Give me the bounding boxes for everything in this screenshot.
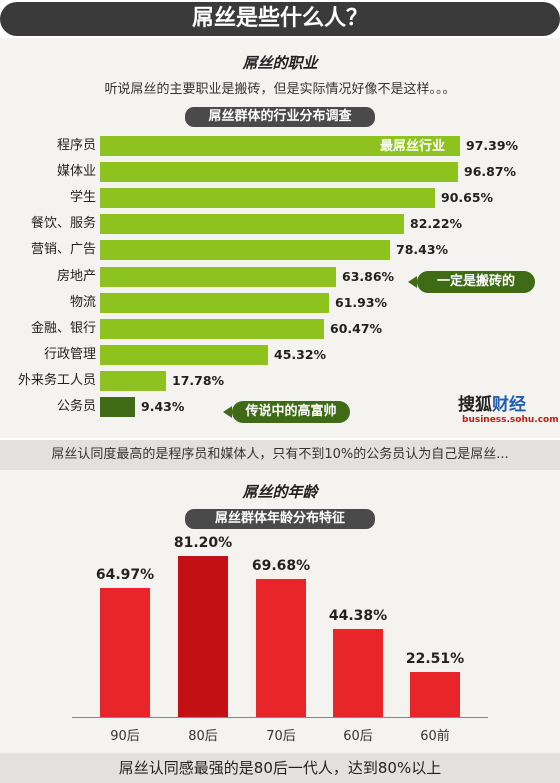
value-label: 44.38%: [328, 608, 388, 624]
occupation-bar: [100, 319, 324, 339]
value-label: 17.78%: [172, 373, 225, 388]
chart-title-age: 屌丝群体年龄分布特征: [185, 509, 375, 529]
occupation-bar: [100, 188, 435, 208]
value-label: 97.39%: [466, 138, 519, 153]
annotation-arrow-realestate: [408, 276, 417, 288]
occupation-bar: [100, 136, 460, 156]
value-label: 63.86%: [342, 269, 395, 284]
tick-label: 70后: [266, 729, 296, 744]
tick-label: 90后: [110, 729, 140, 744]
brand-url: business.sohu.com: [462, 415, 559, 425]
annotation-arrow-civil: [223, 406, 232, 418]
tick-label: 60后: [343, 729, 373, 744]
value-label: 82.22%: [410, 216, 463, 231]
value-label: 9.43%: [141, 399, 185, 414]
occupation-bar: [100, 214, 404, 234]
value-label: 78.43%: [396, 242, 449, 257]
annotation-realestate: 一定是搬砖的: [417, 271, 535, 293]
tick-label: 80后: [188, 729, 218, 744]
category-label: 程序员: [56, 138, 96, 153]
annotation-top-industry: 最屌丝行业: [380, 139, 446, 154]
category-label: 公务员: [56, 399, 96, 414]
brand-name-part2: 财经: [492, 395, 526, 415]
x-axis-line: [72, 717, 488, 718]
occupation-summary: 屌丝认同度最高的是程序员和媒体人，只有不到10%的公务员认为自己是屌丝...: [0, 440, 560, 470]
category-label: 餐饮、服务: [30, 216, 96, 231]
age-bar: [100, 588, 150, 717]
age-bar: [256, 579, 306, 717]
category-label: 物流: [69, 295, 96, 310]
brand-logo: 搜狐财经: [458, 390, 526, 415]
age-bar: [178, 556, 228, 717]
section-heading-occupation: 屌丝的职业: [242, 54, 318, 72]
section-heading-age: 屌丝的年龄: [242, 483, 318, 501]
occupation-bar: [100, 293, 329, 313]
category-label: 金融、银行: [30, 321, 96, 336]
age-summary: 屌丝认同感最强的是80后一代人，达到80%以上: [0, 753, 560, 783]
category-label: 学生: [69, 190, 96, 205]
occupation-bar: [100, 267, 336, 287]
category-label: 营销、广告: [30, 242, 96, 257]
occupation-bar: [100, 345, 268, 365]
title-pill: [0, 2, 560, 36]
category-label: 媒体业: [56, 164, 96, 179]
category-label: 房地产: [56, 269, 96, 284]
section-description: 听说屌丝的主要职业是搬砖，但是实际情况好像不是这样。。。: [104, 82, 456, 97]
value-label: 61.93%: [335, 295, 388, 310]
value-label: 90.65%: [441, 190, 494, 205]
tick-label: 60前: [420, 729, 450, 744]
value-label: 81.20%: [173, 535, 233, 551]
age-bar: [410, 672, 460, 717]
occupation-bar: [100, 397, 135, 417]
value-label: 64.97%: [95, 567, 155, 583]
category-label: 行政管理: [43, 347, 96, 362]
value-label: 96.87%: [464, 164, 517, 179]
value-label: 60.47%: [330, 321, 383, 336]
value-label: 45.32%: [274, 347, 327, 362]
page-title: 屌丝是些什么人？: [191, 6, 368, 31]
age-bar: [333, 629, 383, 717]
occupation-bar: [100, 240, 390, 260]
occupation-bar: [100, 371, 166, 391]
annotation-civil-servant: 传说中的高富帅: [232, 401, 350, 423]
category-label: 外来务工人员: [17, 373, 96, 388]
value-label: 22.51%: [405, 651, 465, 667]
chart-title-occupation: 屌丝群体的行业分布调查: [185, 107, 375, 127]
section-occupation: [0, 38, 560, 438]
occupation-bar: [100, 162, 458, 182]
brand-name-part1: 搜狐: [458, 395, 492, 415]
value-label: 69.68%: [251, 558, 311, 574]
